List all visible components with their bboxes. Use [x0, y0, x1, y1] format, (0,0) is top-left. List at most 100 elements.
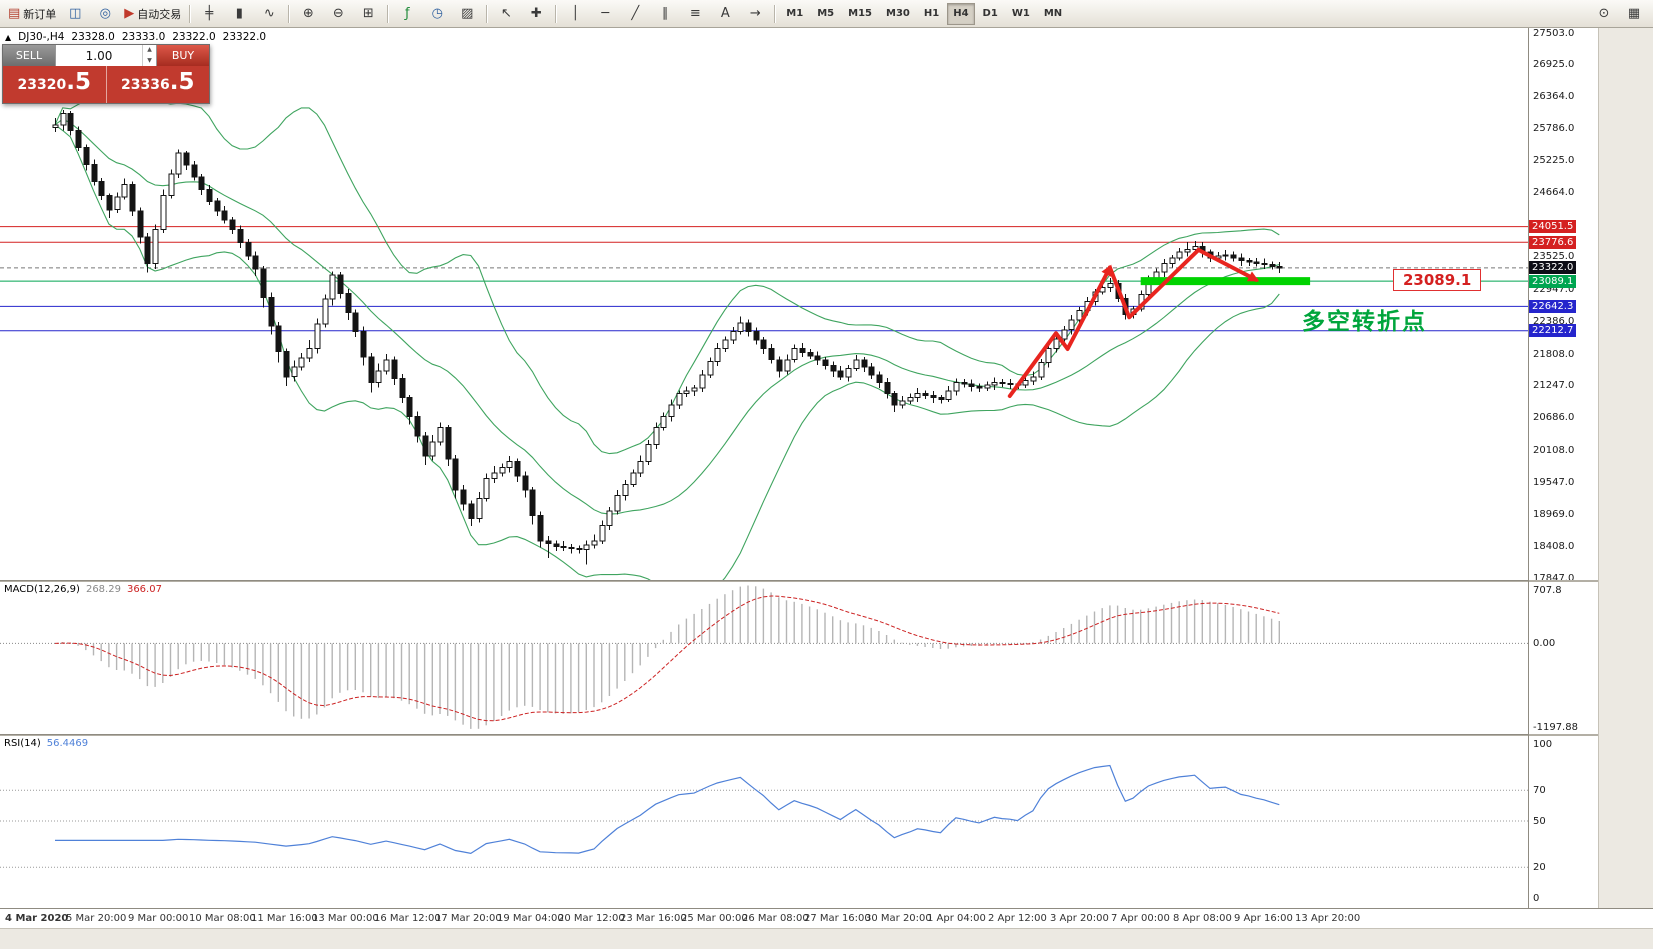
chart-window-icon: ◫	[69, 6, 82, 21]
ohlc-high: 23333.0	[121, 31, 166, 43]
tile-windows-icon[interactable]: ⊞	[353, 2, 383, 26]
toolbar-buttons: ▤ 新订单 ◫ ◎ ▶ 自动交易 ╪ ▮ ∿ ⊕ ⊖ ⊞ ƒ ◷ ▨ ↖ ✚ │ ─ ╱ ∥ ≡ A →	[4, 2, 779, 26]
time-label: 9 Mar 00:00	[128, 913, 189, 924]
zoom-out-icon: ⊖	[332, 6, 344, 21]
fibonacci-icon: ≡	[689, 6, 701, 21]
chart-window-icon[interactable]: ◫	[60, 2, 90, 26]
new-chart-icon: ▦	[1627, 6, 1641, 21]
time-axis[interactable]: 4 Mar 2020 5 Mar 20:00 9 Mar 00:00 10 Mar 0…	[0, 908, 1653, 928]
rsi-label: RSI(14)	[4, 738, 41, 749]
time-label: 13 Apr 20:00	[1295, 913, 1361, 924]
one-click-trading-panel: SELL 1.00 ▲ ▼ BUY 23320.5	[2, 44, 210, 104]
tf-MN[interactable]: MN	[1043, 8, 1063, 19]
tf-M5[interactable]: M5	[817, 8, 835, 19]
annotation-text[interactable]: 多空转折点	[1302, 309, 1427, 335]
tile-windows-icon: ⊞	[362, 6, 374, 21]
crosshair-icon[interactable]: ✚	[521, 2, 551, 26]
rsi-panel[interactable]: RSI(14) 56.4469	[0, 736, 1528, 908]
volume-input[interactable]: 1.00	[85, 48, 113, 63]
price-tick: 21808.0	[1533, 348, 1575, 360]
periods-icon[interactable]: ◷	[422, 2, 452, 26]
time-label: 3 Apr 20:00	[1050, 913, 1109, 924]
ohlc-close: 23322.0	[222, 31, 267, 43]
search-icon: ⊙	[1598, 6, 1610, 21]
tf-W1[interactable]: W1	[1011, 8, 1030, 19]
panel-splitter[interactable]	[0, 580, 1528, 582]
price-axis[interactable]: 27503.0 26925.0 26364.0 25786.0 25225.0 24664…	[1528, 28, 1598, 908]
line-chart-icon[interactable]: ∿	[254, 2, 284, 26]
arrow-tools-icon[interactable]: →	[740, 2, 770, 26]
search-icon[interactable]: ⊙	[1589, 2, 1619, 26]
price-chart[interactable]	[0, 28, 1528, 580]
price-line-label: 22642.3	[1529, 299, 1577, 313]
new-order-button: ▤	[8, 6, 21, 21]
fibonacci-icon[interactable]: ≡	[680, 2, 710, 26]
price-line-label: 23776.6	[1529, 235, 1577, 249]
time-label: 25 Mar 00:00	[681, 913, 748, 924]
macd-header: MACD(12,26,9) 268.29 366.07	[4, 584, 162, 595]
price-level-tag[interactable]: 23089.1	[1393, 269, 1482, 291]
volume-up-icon[interactable]: ▲	[147, 46, 152, 53]
auto-trading-button[interactable]: ▶ 自动交易	[120, 2, 185, 26]
sell-price[interactable]: 23320.5	[3, 66, 107, 103]
price-line-label: 23089.1	[1529, 274, 1577, 288]
time-label: 30 Mar 20:00	[865, 913, 932, 924]
bottom-strip	[0, 928, 1653, 947]
rsi-chart[interactable]	[0, 736, 1528, 908]
zoom-out-icon[interactable]: ⊖	[323, 2, 353, 26]
volume-box: 1.00 ▲ ▼	[55, 45, 157, 66]
panel-splitter[interactable]	[0, 734, 1528, 736]
text-icon: A	[720, 6, 730, 21]
axis-splitter	[1529, 734, 1598, 736]
indicators-icon[interactable]: ƒ	[392, 2, 422, 26]
time-label: 20 Mar 12:00	[558, 913, 625, 924]
tf-M30[interactable]: M30	[886, 8, 910, 19]
tf-M1[interactable]: M1	[786, 8, 804, 19]
time-label: 26 Mar 08:00	[742, 913, 809, 924]
candlestick-chart-icon[interactable]: ▮	[224, 2, 254, 26]
templates-icon[interactable]: ▨	[452, 2, 482, 26]
trendline-icon[interactable]: ╱	[620, 2, 650, 26]
macd-label: MACD(12,26,9)	[4, 584, 80, 595]
tf-D1[interactable]: D1	[982, 8, 998, 19]
zoom-in-icon[interactable]: ⊕	[293, 2, 323, 26]
price-chart-panel[interactable]: ▲ DJ30-,H4 23328.0 23333.0 23322.0 23322…	[0, 28, 1528, 580]
text-icon[interactable]: A	[710, 2, 740, 26]
chart-window: ▲ DJ30-,H4 23328.0 23333.0 23322.0 23322…	[0, 28, 1653, 908]
time-label: 10 Mar 08:00	[189, 913, 256, 924]
time-label: 27 Mar 16:00	[804, 913, 871, 924]
price-tick: 20686.0	[1533, 412, 1575, 424]
tf-H4[interactable]: H4	[947, 2, 975, 25]
vertical-line-icon[interactable]: │	[560, 2, 590, 26]
trend-arrow[interactable]	[1007, 264, 1112, 398]
toolbar-separator	[486, 4, 488, 23]
rsi-axis-label: 20	[1533, 862, 1546, 874]
rsi-axis-label: 100	[1533, 739, 1553, 750]
volume-down-icon[interactable]: ▼	[147, 56, 152, 64]
time-label: 17 Mar 20:00	[435, 913, 502, 924]
sell-button[interactable]: SELL	[3, 45, 55, 66]
rsi-value: 56.4469	[46, 738, 89, 749]
price-tick: 22386.0	[1533, 315, 1575, 327]
candlestick-chart-icon: ▮	[235, 6, 243, 21]
main-toolbar: ▤ 新订单 ◫ ◎ ▶ 自动交易 ╪ ▮ ∿ ⊕ ⊖ ⊞ ƒ ◷ ▨ ↖ ✚ │ ─ ╱ ∥ ≡ A → M1 M5 M15 M30…	[0, 0, 1653, 28]
tf-M15[interactable]: M15	[848, 8, 873, 19]
horizontal-line-icon[interactable]: ─	[590, 2, 620, 26]
channel-icon[interactable]: ∥	[650, 2, 680, 26]
new-chart-icon[interactable]: ▦	[1619, 2, 1649, 26]
macd-chart[interactable]	[0, 582, 1528, 734]
timeframe-toolbar: M1 M5 M15 M30 H1 H4 D1 W1 MN	[779, 2, 1069, 25]
cursor-icon[interactable]: ↖	[491, 2, 521, 26]
buy-price[interactable]: 23336.5	[121, 69, 195, 95]
tf-H1[interactable]: H1	[923, 8, 940, 19]
bar-chart-icon[interactable]: ╪	[194, 2, 224, 26]
macd-axis-label: -1197.88	[1533, 722, 1578, 733]
market-watch-icon[interactable]: ◎	[90, 2, 120, 26]
new-order-button[interactable]: ▤ 新订单	[4, 2, 60, 26]
trend-arrow[interactable]	[1196, 247, 1260, 282]
macd-panel[interactable]: MACD(12,26,9) 268.29 366.07	[0, 582, 1528, 734]
crosshair-icon: ✚	[530, 6, 542, 21]
buy-button[interactable]: BUY	[157, 45, 209, 66]
price-tick: 19547.0	[1533, 476, 1575, 488]
trend-arrow[interactable]	[1107, 247, 1201, 320]
